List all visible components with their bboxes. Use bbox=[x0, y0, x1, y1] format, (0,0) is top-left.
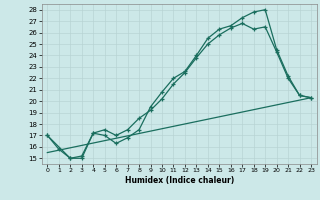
X-axis label: Humidex (Indice chaleur): Humidex (Indice chaleur) bbox=[124, 176, 234, 185]
